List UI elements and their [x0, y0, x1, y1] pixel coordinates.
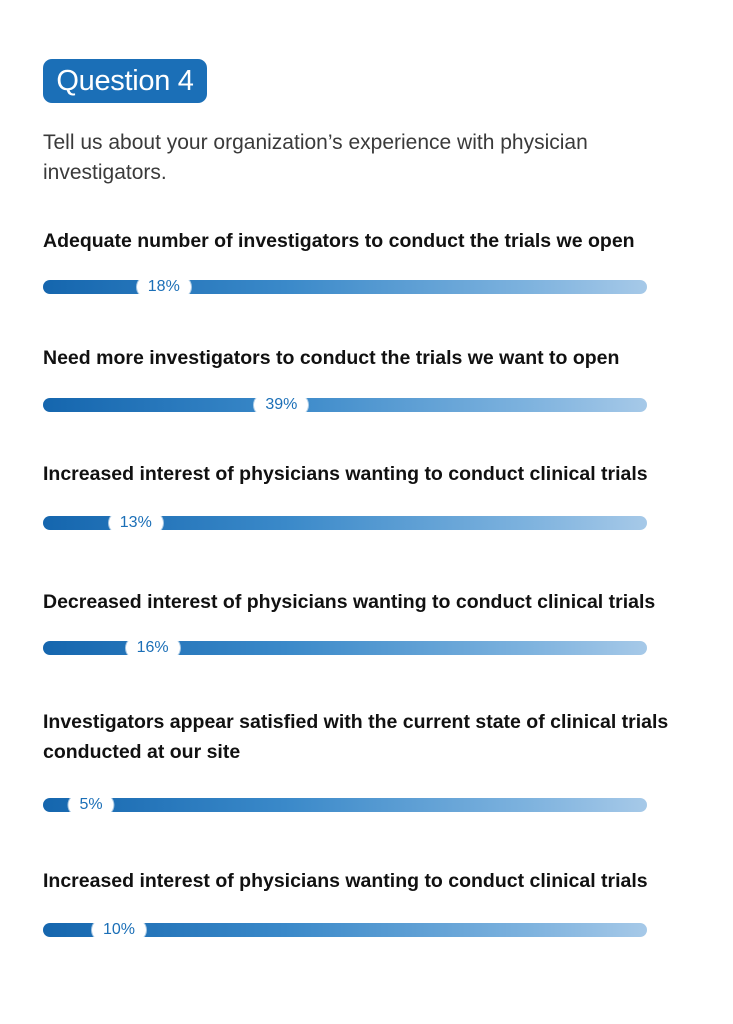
- bar-label: Need more investigators to conduct the t…: [43, 347, 620, 369]
- bar-track: 5%: [43, 794, 647, 816]
- bar-value-label: 16%: [125, 637, 180, 659]
- bar-track: 18%: [43, 276, 647, 298]
- bar-track: 39%: [43, 394, 647, 416]
- bar-item: Increased interest of physicians wanting…: [43, 459, 723, 534]
- bar-value-label: 13%: [108, 512, 163, 534]
- bar-item: Increased interest of physicians wanting…: [43, 866, 723, 941]
- bar-label: Increased interest of physicians wanting…: [43, 463, 648, 485]
- bar-value-label: 18%: [136, 276, 191, 298]
- question-badge: Question 4: [43, 59, 207, 103]
- bar-track: 10%: [43, 919, 647, 941]
- bar-item: Need more investigators to conduct the t…: [43, 343, 723, 416]
- bar-value-label: 5%: [68, 794, 114, 816]
- bar-label: Increased interest of physicians wanting…: [43, 870, 648, 892]
- bar-label: Decreased interest of physicians wanting…: [43, 591, 656, 613]
- bar-label: Investigators appear satisfied with the …: [43, 711, 669, 763]
- question-intro: Tell us about your organization’s experi…: [43, 131, 588, 184]
- bar-track: 16%: [43, 637, 647, 659]
- bar-item: Decreased interest of physicians wanting…: [43, 587, 723, 659]
- bar-label: Adequate number of investigators to cond…: [43, 230, 635, 252]
- bar-item: Adequate number of investigators to cond…: [43, 226, 723, 298]
- bar-track: 13%: [43, 512, 647, 534]
- bar-item: Investigators appear satisfied with the …: [43, 707, 723, 816]
- bar-value-label: 39%: [254, 394, 309, 416]
- bar-value-label: 10%: [91, 919, 147, 941]
